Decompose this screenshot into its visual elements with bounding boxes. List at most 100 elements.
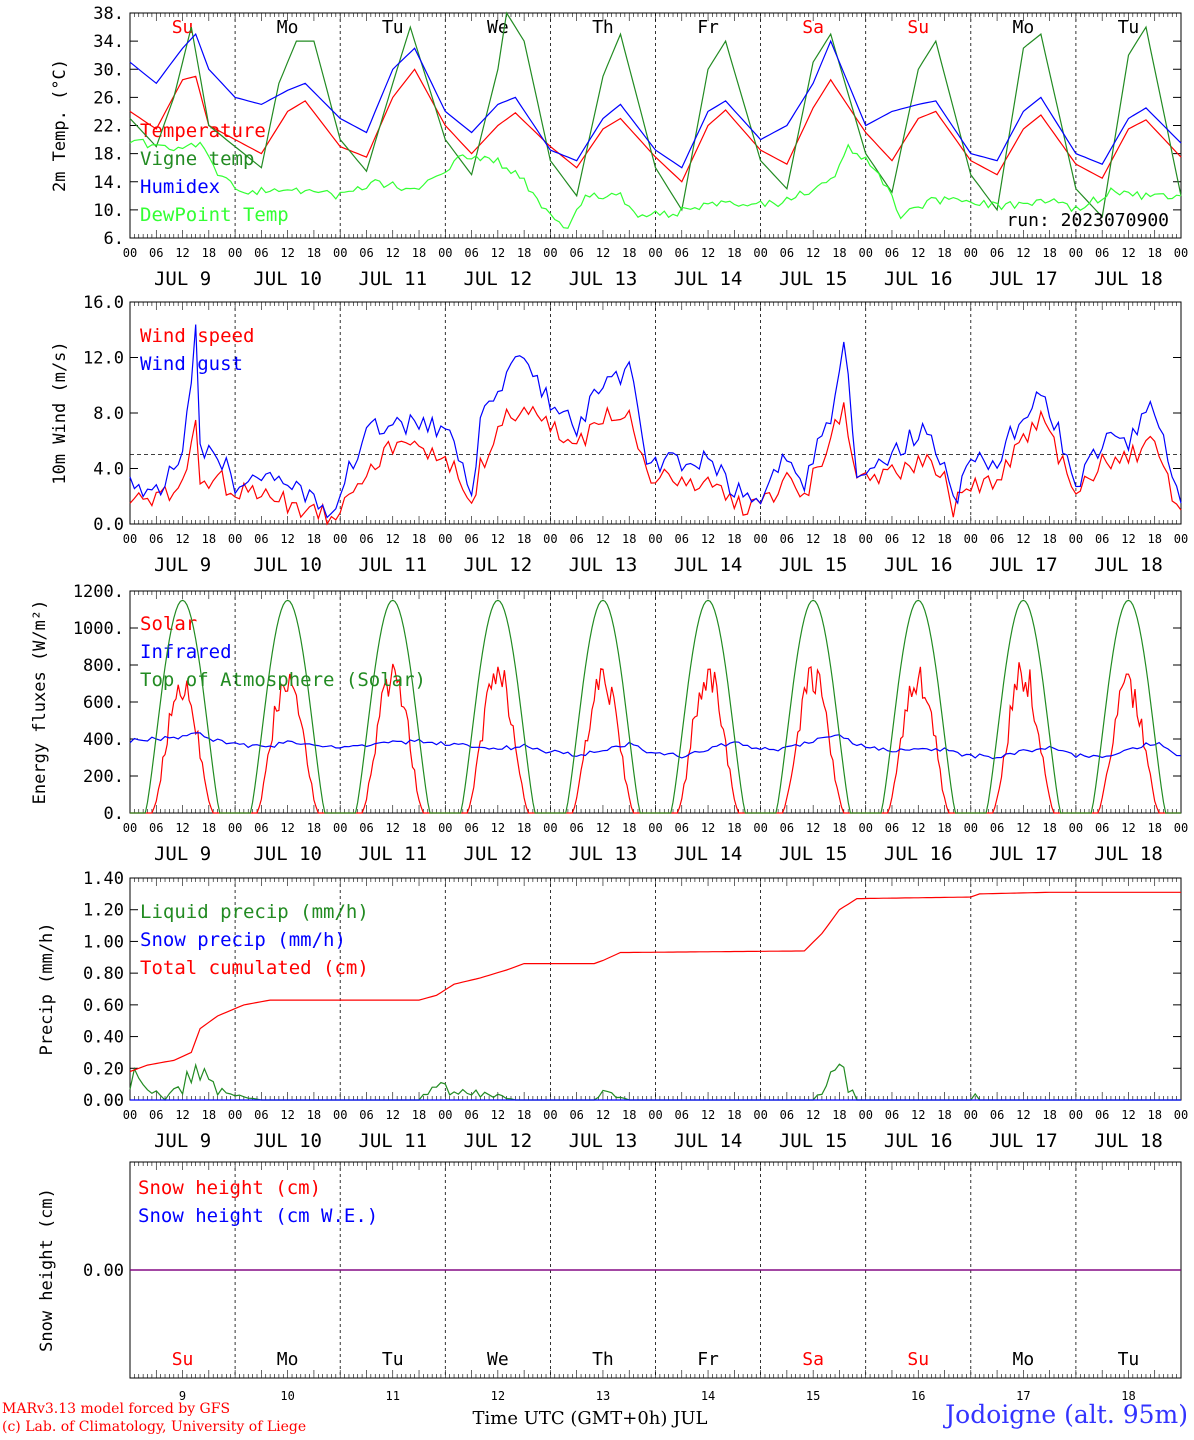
- hour-tick-label: 18: [307, 1108, 321, 1122]
- hour-tick-label: 00: [964, 821, 978, 835]
- hour-tick-label: 06: [675, 246, 689, 260]
- hour-tick-label: 06: [569, 532, 583, 546]
- hour-tick-label: 00: [123, 532, 137, 546]
- hour-tick-label: 12: [701, 246, 715, 260]
- day-label: JUL 18: [1094, 268, 1163, 290]
- hour-tick-label: 06: [990, 821, 1004, 835]
- series-line-dewpoint-temp: [129, 138, 1182, 229]
- day-number-label: 9: [179, 1389, 186, 1403]
- hour-tick-label: 18: [202, 1108, 216, 1122]
- hour-tick-label: 18: [727, 821, 741, 835]
- y-tick-label: 4.0: [93, 460, 124, 480]
- hour-tick-label: 06: [149, 821, 163, 835]
- hour-tick-label: 06: [464, 821, 478, 835]
- day-label: JUL 15: [779, 1130, 848, 1152]
- hour-tick-label: 12: [596, 532, 610, 546]
- day-label: JUL 9: [154, 268, 211, 290]
- y-tick-label: 800.: [83, 656, 124, 676]
- hour-tick-label: 18: [202, 821, 216, 835]
- hour-tick-label: 00: [753, 532, 767, 546]
- hour-tick-label: 00: [228, 1108, 242, 1122]
- legend-entry: Humidex: [140, 176, 220, 198]
- day-label: JUL 14: [674, 268, 743, 290]
- day-number-label: 10: [280, 1389, 294, 1403]
- hour-tick-label: 18: [1147, 532, 1161, 546]
- hour-tick-label: 06: [885, 246, 899, 260]
- y-tick-label: 600.: [83, 693, 124, 713]
- day-label: JUL 16: [884, 554, 953, 576]
- y-tick-label: 14.: [93, 173, 124, 193]
- hour-tick-label: 18: [1147, 246, 1161, 260]
- hour-tick-label: 00: [1069, 246, 1083, 260]
- legend-entry: Liquid precip (mm/h): [140, 901, 369, 923]
- y-tick-label: 0.0: [93, 515, 124, 535]
- hour-tick-label: 12: [175, 1108, 189, 1122]
- hour-tick-label: 18: [727, 1108, 741, 1122]
- y-tick-label: 0.00: [83, 1091, 124, 1111]
- hour-tick-label: 00: [228, 821, 242, 835]
- weekday-label: Tu: [382, 17, 404, 38]
- x-axis-label: Time UTC (GMT+0h) JUL: [473, 1408, 708, 1429]
- hour-tick-label: 12: [386, 532, 400, 546]
- hour-tick-label: 00: [858, 821, 872, 835]
- hour-tick-label: 12: [1016, 532, 1030, 546]
- hour-tick-label: 18: [832, 821, 846, 835]
- day-number-label: 18: [1121, 1389, 1135, 1403]
- day-label: JUL 13: [569, 1130, 638, 1152]
- y-axis-label: Precip (mm/h): [37, 922, 57, 1055]
- day-label: JUL 16: [884, 843, 953, 865]
- hour-tick-label: 00: [858, 1108, 872, 1122]
- hour-tick-label: 00: [438, 1108, 452, 1122]
- hour-tick-label: 18: [1147, 1108, 1161, 1122]
- hour-tick-label: 06: [1095, 246, 1109, 260]
- hour-tick-label: 12: [1121, 1108, 1135, 1122]
- hour-tick-label: 06: [1095, 1108, 1109, 1122]
- hour-tick-label: 00: [543, 1108, 557, 1122]
- hour-tick-label: 18: [1042, 821, 1056, 835]
- hour-tick-label: 00: [228, 532, 242, 546]
- hour-tick-label: 06: [780, 1108, 794, 1122]
- y-tick-label: 0.80: [83, 964, 124, 984]
- hour-tick-label: 00: [1174, 246, 1188, 260]
- day-label: JUL 16: [884, 1130, 953, 1152]
- y-axis-label: Snow height (cm): [37, 1188, 57, 1352]
- day-label: JUL 17: [989, 554, 1058, 576]
- weekday-label: Su: [907, 17, 929, 38]
- hour-tick-label: 06: [675, 532, 689, 546]
- weekday-label: Mo: [1013, 17, 1035, 38]
- y-tick-label: 0.40: [83, 1028, 124, 1048]
- weekday-label: Tu: [1118, 1349, 1140, 1370]
- day-label: JUL 13: [569, 268, 638, 290]
- day-label: JUL 10: [253, 843, 322, 865]
- hour-tick-label: 18: [1147, 821, 1161, 835]
- day-label: JUL 18: [1094, 1130, 1163, 1152]
- day-number-label: 11: [386, 1389, 400, 1403]
- hour-tick-label: 18: [202, 532, 216, 546]
- hour-tick-label: 12: [386, 1108, 400, 1122]
- y-tick-label: 16.0: [83, 293, 124, 313]
- day-label: JUL 17: [989, 843, 1058, 865]
- day-label: JUL 11: [358, 268, 427, 290]
- hour-tick-label: 00: [964, 1108, 978, 1122]
- day-label: JUL 12: [464, 268, 533, 290]
- hour-tick-label: 12: [491, 1108, 505, 1122]
- hour-tick-label: 18: [622, 246, 636, 260]
- hour-tick-label: 12: [701, 1108, 715, 1122]
- hour-tick-label: 12: [806, 246, 820, 260]
- hour-tick-label: 18: [412, 821, 426, 835]
- day-label: JUL 18: [1094, 554, 1163, 576]
- hour-tick-label: 18: [727, 532, 741, 546]
- weekday-label: Th: [592, 1349, 614, 1370]
- hour-tick-label: 00: [964, 246, 978, 260]
- legend-entry: DewPoint Temp: [140, 204, 289, 226]
- hour-tick-label: 06: [254, 821, 268, 835]
- series-line-wind-gust: [129, 324, 1182, 519]
- hour-tick-label: 12: [1121, 532, 1135, 546]
- hour-tick-label: 18: [937, 532, 951, 546]
- day-label: JUL 10: [253, 1130, 322, 1152]
- hour-tick-label: 18: [622, 532, 636, 546]
- hour-tick-label: 12: [701, 821, 715, 835]
- y-tick-label: 1.20: [83, 901, 124, 921]
- hour-tick-label: 12: [175, 821, 189, 835]
